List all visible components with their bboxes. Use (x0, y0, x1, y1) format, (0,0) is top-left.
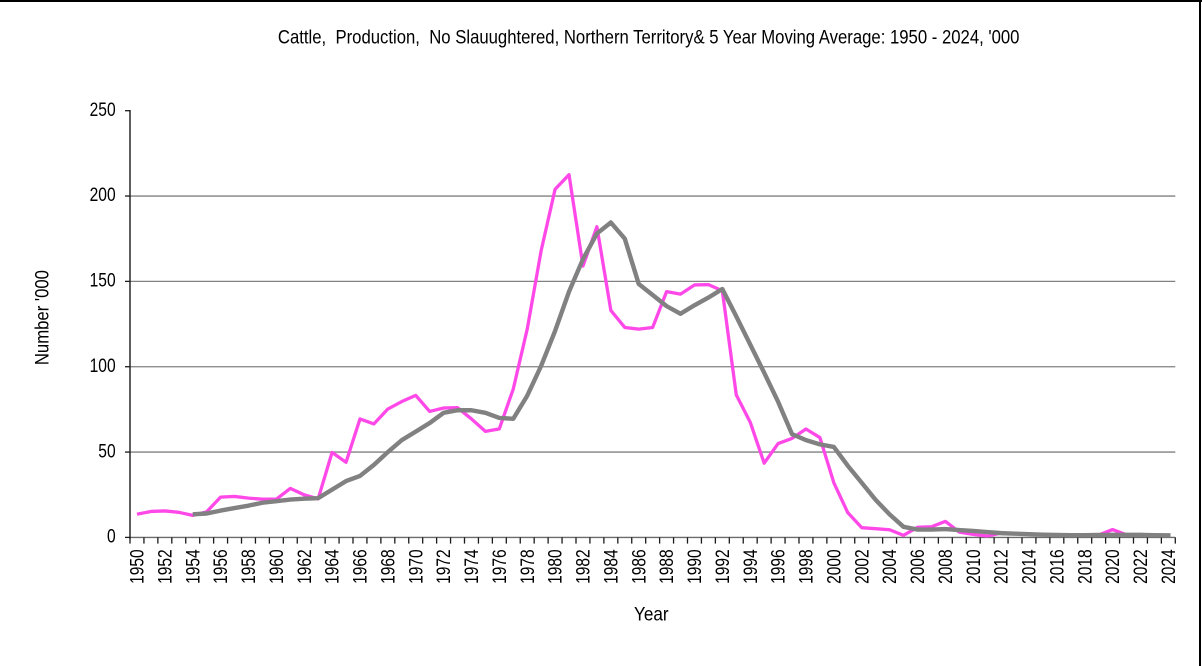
svg-text:2002: 2002 (851, 549, 873, 584)
svg-text:1960: 1960 (265, 549, 287, 584)
svg-text:Number '000: Number '000 (32, 270, 53, 365)
svg-text:1996: 1996 (767, 549, 789, 584)
svg-text:1970: 1970 (405, 549, 427, 584)
svg-text:1974: 1974 (461, 549, 483, 584)
svg-text:2016: 2016 (1046, 549, 1068, 584)
svg-text:1994: 1994 (739, 549, 761, 584)
svg-text:1972: 1972 (433, 549, 455, 584)
svg-text:200: 200 (90, 184, 116, 206)
svg-text:1964: 1964 (321, 549, 343, 584)
svg-text:150: 150 (90, 269, 116, 291)
svg-text:2022: 2022 (1130, 549, 1152, 584)
svg-text:1986: 1986 (628, 549, 650, 584)
svg-text:Year: Year (634, 603, 669, 624)
svg-text:1998: 1998 (795, 549, 817, 584)
svg-text:2004: 2004 (879, 549, 901, 584)
svg-text:1982: 1982 (572, 549, 594, 584)
svg-text:Cattle, Production, No Slauu: Cattle, Production, No Slauughtered, Nor… (278, 26, 1020, 47)
svg-text:2020: 2020 (1102, 549, 1124, 584)
svg-text:2014: 2014 (1018, 549, 1040, 584)
svg-text:1950: 1950 (126, 549, 148, 584)
svg-text:2000: 2000 (823, 549, 845, 584)
svg-text:1990: 1990 (684, 549, 706, 584)
svg-text:1958: 1958 (238, 549, 260, 584)
svg-text:50: 50 (98, 440, 115, 462)
svg-text:0: 0 (107, 525, 116, 547)
svg-text:1952: 1952 (154, 549, 176, 584)
svg-text:100: 100 (90, 354, 116, 376)
svg-text:1978: 1978 (516, 549, 538, 584)
svg-text:2006: 2006 (907, 549, 929, 584)
svg-text:1988: 1988 (656, 549, 678, 584)
svg-text:1992: 1992 (711, 549, 733, 584)
svg-text:1980: 1980 (544, 549, 566, 584)
svg-text:2024: 2024 (1157, 549, 1179, 584)
svg-text:1968: 1968 (377, 549, 399, 584)
svg-text:1966: 1966 (349, 549, 371, 584)
svg-text:1976: 1976 (488, 549, 510, 584)
svg-text:1962: 1962 (293, 549, 315, 584)
svg-text:1956: 1956 (210, 549, 232, 584)
svg-text:1954: 1954 (182, 549, 204, 584)
svg-text:250: 250 (90, 98, 116, 120)
svg-text:2012: 2012 (990, 549, 1012, 584)
svg-text:2008: 2008 (934, 549, 956, 584)
svg-text:2018: 2018 (1074, 549, 1096, 584)
svg-text:1984: 1984 (600, 549, 622, 584)
svg-text:2010: 2010 (962, 549, 984, 584)
